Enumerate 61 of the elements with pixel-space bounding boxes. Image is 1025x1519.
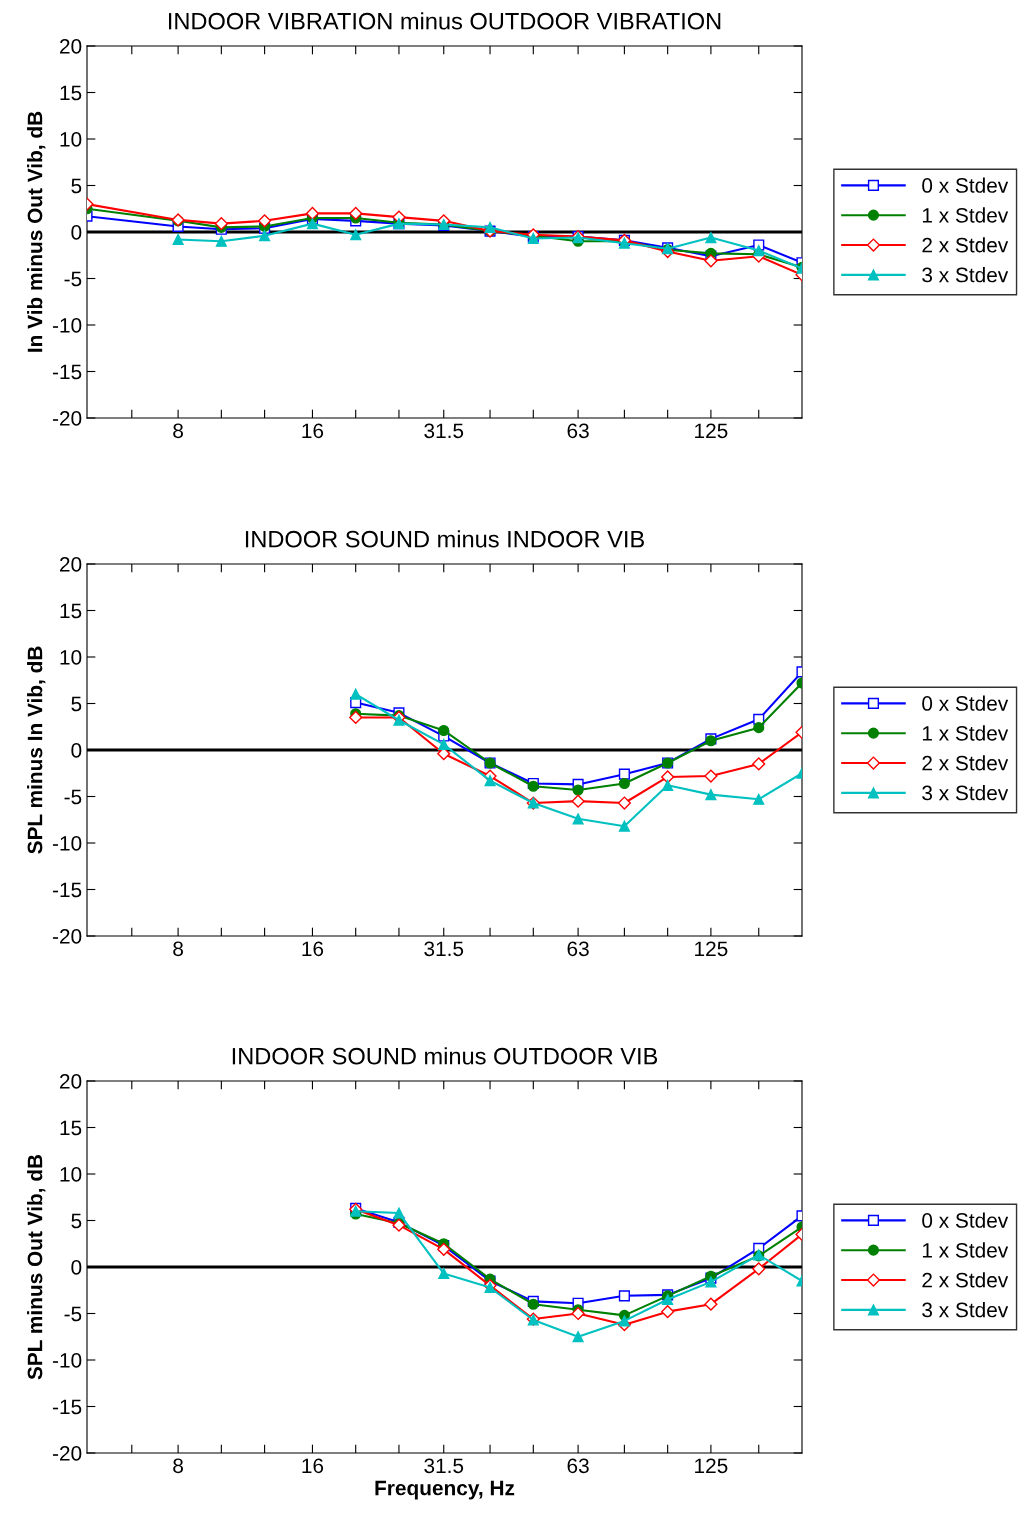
x-tick-label: 63 xyxy=(567,423,589,439)
legend-label: 1 x Stdev xyxy=(922,725,1009,741)
y-tick-label: 0 xyxy=(71,743,82,758)
x-tick-label: 125 xyxy=(695,1458,728,1474)
y-tick-label: 5 xyxy=(71,696,82,712)
x-tick-label: 31.5 xyxy=(424,1458,464,1474)
x-tick-label: 31.5 xyxy=(424,423,464,439)
x-tick-label: 8 xyxy=(173,941,183,957)
chart-title: INDOOR VIBRATION minus OUTDOOR VIBRATION xyxy=(169,12,721,30)
y-tick-label: 5 xyxy=(71,178,82,194)
y-tick-label: -15 xyxy=(52,1399,82,1415)
y-tick-label: 20 xyxy=(60,1074,82,1089)
x-tick-label: 63 xyxy=(567,941,589,957)
y-tick-label: 0 xyxy=(71,1260,82,1275)
x-axis-title: Frequency, Hz xyxy=(375,1480,515,1500)
x-tick-label: 8 xyxy=(173,1458,183,1474)
legend-label: 3 x Stdev xyxy=(922,267,1009,283)
legend-label: 0 x Stdev xyxy=(922,695,1009,711)
y-tick-label: -5 xyxy=(64,789,82,805)
y-tick-label: 15 xyxy=(60,603,82,619)
x-tick-label: 8 xyxy=(173,423,183,439)
legend-label: 1 x Stdev xyxy=(922,207,1009,223)
y-tick-label: -20 xyxy=(52,1446,82,1461)
legend-label: 2 x Stdev xyxy=(922,1272,1009,1288)
y-axis-title: SPL minus Out Vib, dB xyxy=(27,1154,46,1380)
y-tick-label: 10 xyxy=(60,650,82,665)
legend-label: 0 x Stdev xyxy=(922,177,1009,193)
y-tick-label: 20 xyxy=(60,39,82,54)
y-tick-label: -10 xyxy=(52,318,82,333)
y-tick-label: -15 xyxy=(52,364,82,380)
legend-label: 1 x Stdev xyxy=(922,1242,1009,1258)
legend-label: 3 x Stdev xyxy=(922,1302,1009,1318)
x-tick-label: 31.5 xyxy=(424,941,464,957)
y-tick-label: 15 xyxy=(60,85,82,101)
y-tick-label: 0 xyxy=(71,225,82,240)
y-tick-label: 10 xyxy=(60,1167,82,1182)
y-tick-label: -5 xyxy=(64,1306,82,1322)
x-tick-label: 125 xyxy=(695,941,728,957)
y-tick-label: 15 xyxy=(60,1120,82,1136)
x-tick-label: 16 xyxy=(302,423,324,439)
chart-title: INDOOR SOUND minus OUTDOOR VIB xyxy=(232,1047,658,1065)
chart-title: INDOOR SOUND minus INDOOR VIB xyxy=(245,530,644,548)
x-tick-label: 16 xyxy=(302,1458,324,1474)
x-tick-label: 63 xyxy=(567,1458,589,1474)
legend-label: 0 x Stdev xyxy=(922,1212,1009,1228)
legend-label: 3 x Stdev xyxy=(922,785,1009,801)
x-tick-label: 16 xyxy=(302,941,324,957)
x-tick-label: 125 xyxy=(695,423,728,439)
y-axis-title: In Vib minus Out Vib, dB xyxy=(27,111,46,352)
y-tick-label: 10 xyxy=(60,132,82,147)
legend-label: 2 x Stdev xyxy=(922,755,1009,771)
y-tick-label: -5 xyxy=(64,271,82,287)
y-tick-label: -10 xyxy=(52,1353,82,1368)
y-tick-label: -20 xyxy=(52,411,82,426)
y-axis-title: SPL minus In Vib, dB xyxy=(27,646,46,854)
y-tick-label: 20 xyxy=(60,557,82,572)
y-tick-label: -20 xyxy=(52,929,82,944)
legend-label: 2 x Stdev xyxy=(922,237,1009,253)
y-tick-label: -15 xyxy=(52,882,82,898)
y-tick-label: 5 xyxy=(71,1213,82,1229)
y-tick-label: -10 xyxy=(52,836,82,851)
